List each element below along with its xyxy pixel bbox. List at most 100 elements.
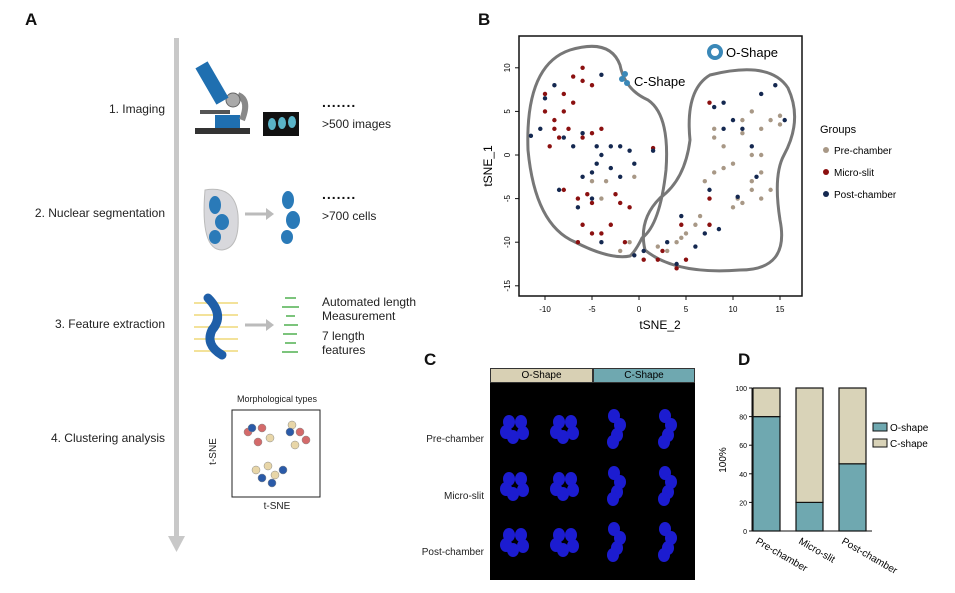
panel-label-c: C bbox=[424, 350, 437, 369]
scatter-point-pre-chamber bbox=[749, 187, 754, 193]
inset-point bbox=[267, 478, 277, 488]
y-tick-label: 0 bbox=[743, 529, 747, 536]
legend-marker bbox=[823, 191, 829, 197]
images-count: >500 images bbox=[322, 117, 392, 131]
inset-point bbox=[270, 470, 280, 480]
scatter-point-pre-chamber bbox=[759, 196, 764, 201]
y-tick-label: -10 bbox=[503, 236, 512, 248]
legend-swatch bbox=[872, 438, 888, 448]
inset-point bbox=[278, 465, 288, 475]
scatter-point-post-chamber bbox=[528, 133, 534, 139]
scatter-point-micro-slit bbox=[589, 83, 595, 88]
scatter-point-micro-slit bbox=[660, 248, 665, 254]
panel-label-b: B bbox=[478, 10, 491, 29]
nuclei-images bbox=[500, 409, 677, 562]
scatter-point-post-chamber bbox=[599, 152, 604, 158]
scatter-point-pre-chamber bbox=[627, 240, 632, 245]
legend-swatch bbox=[872, 422, 888, 432]
scatter-point-micro-slit bbox=[613, 192, 618, 197]
scatter-point-post-chamber bbox=[542, 96, 548, 101]
y-tick-label: 0 bbox=[503, 152, 512, 157]
scatter-point-micro-slit bbox=[575, 196, 581, 201]
workflow-arrow bbox=[168, 38, 185, 552]
scatter-point-micro-slit bbox=[599, 126, 604, 132]
scatter-point-micro-slit bbox=[599, 231, 604, 236]
inset-title: Morphological types bbox=[236, 394, 318, 404]
nucleus-image bbox=[500, 415, 529, 444]
nuclei-image-grid: O-Shape C-Shape bbox=[490, 368, 695, 580]
y-tick-label: 60 bbox=[739, 443, 747, 450]
scatter-point-pre-chamber bbox=[618, 248, 623, 254]
inset-point bbox=[295, 427, 305, 437]
nucleus-image bbox=[607, 466, 626, 506]
scatter-point-post-chamber bbox=[773, 83, 778, 88]
scatter-point-post-chamber bbox=[575, 205, 581, 210]
scatter-point-post-chamber bbox=[589, 196, 595, 201]
nucleus-image bbox=[607, 409, 626, 449]
scatter-point-micro-slit bbox=[608, 222, 613, 227]
scatter-point-pre-chamber bbox=[777, 122, 783, 127]
c-shape-icon bbox=[619, 71, 630, 86]
scatter-point-post-chamber bbox=[702, 231, 707, 236]
scatter-point-micro-slit bbox=[571, 100, 576, 105]
scatter-point-micro-slit bbox=[580, 65, 585, 70]
scatter-point-micro-slit bbox=[655, 257, 660, 262]
workflow-graphics bbox=[168, 38, 321, 552]
scatter-point-post-chamber bbox=[754, 174, 759, 179]
step-imaging: 1. Imaging bbox=[108, 102, 165, 116]
scatter-point-post-chamber bbox=[538, 126, 543, 132]
scatter-point-post-chamber bbox=[627, 148, 632, 153]
scatter-point-post-chamber bbox=[580, 174, 585, 179]
scatter-point-post-chamber bbox=[594, 161, 599, 166]
scatter-point-micro-slit bbox=[580, 78, 585, 84]
inset-point bbox=[287, 420, 297, 430]
scatter-point-micro-slit bbox=[571, 74, 576, 79]
scatter-point-micro-slit bbox=[585, 192, 590, 197]
x-tick-label: 10 bbox=[729, 305, 738, 314]
scatter-point-micro-slit bbox=[561, 91, 566, 97]
y-tick-label: 10 bbox=[503, 63, 512, 72]
scatter-point-post-chamber bbox=[782, 117, 787, 123]
inset-point bbox=[257, 423, 267, 433]
nucleus-image bbox=[658, 409, 677, 449]
length-measurement-note: Automated length Measurement bbox=[322, 295, 417, 323]
scatter-point-post-chamber bbox=[716, 226, 722, 232]
scatter-point-pre-chamber bbox=[730, 161, 736, 166]
scatter-point-pre-chamber bbox=[730, 205, 736, 210]
scatter-point-pre-chamber bbox=[749, 178, 754, 184]
y-tick-label: 100 bbox=[735, 386, 747, 393]
x-tick-label: 0 bbox=[637, 305, 642, 314]
ellipsis-dots: ....... bbox=[322, 186, 357, 202]
scatter-point-pre-chamber bbox=[679, 235, 684, 241]
inset-ylabel: t-SNE bbox=[207, 438, 219, 465]
bar-c-shape-pre-chamber bbox=[752, 387, 781, 418]
scatter-point-pre-chamber bbox=[603, 178, 609, 184]
scatter-point-pre-chamber bbox=[693, 222, 698, 227]
scatter-point-post-chamber bbox=[730, 117, 736, 123]
scatter-point-pre-chamber bbox=[777, 113, 783, 118]
x-tick-label: 15 bbox=[776, 305, 785, 314]
nucleus-image bbox=[607, 522, 626, 562]
legend-title: Groups bbox=[820, 124, 857, 136]
scatter-point-micro-slit bbox=[707, 196, 712, 201]
feature-extraction-icon bbox=[194, 293, 299, 360]
row-label-post-chamber: Post-chamber bbox=[421, 547, 484, 558]
scatter-point-post-chamber bbox=[561, 135, 566, 140]
step-segmentation: 2. Nuclear segmentation bbox=[34, 206, 165, 220]
scatter-point-micro-slit bbox=[580, 135, 585, 140]
scatter-point-post-chamber bbox=[735, 194, 740, 200]
scatter-point-micro-slit bbox=[674, 266, 679, 271]
scatter-point-pre-chamber bbox=[759, 126, 764, 132]
microscope-icon bbox=[195, 61, 250, 134]
scatter-point-micro-slit bbox=[580, 222, 585, 227]
scatter-point-pre-chamber bbox=[721, 144, 726, 149]
legend-marker bbox=[823, 147, 829, 153]
scatter-point-pre-chamber bbox=[740, 200, 745, 206]
scatter-point-post-chamber bbox=[641, 248, 646, 254]
x-tick-label: Post-chamber bbox=[840, 536, 900, 577]
scatter-point-micro-slit bbox=[552, 117, 557, 123]
o-shape-cluster-outline bbox=[641, 68, 797, 273]
bar-o-shape-post-chamber bbox=[838, 463, 867, 532]
inset-point bbox=[251, 465, 261, 475]
